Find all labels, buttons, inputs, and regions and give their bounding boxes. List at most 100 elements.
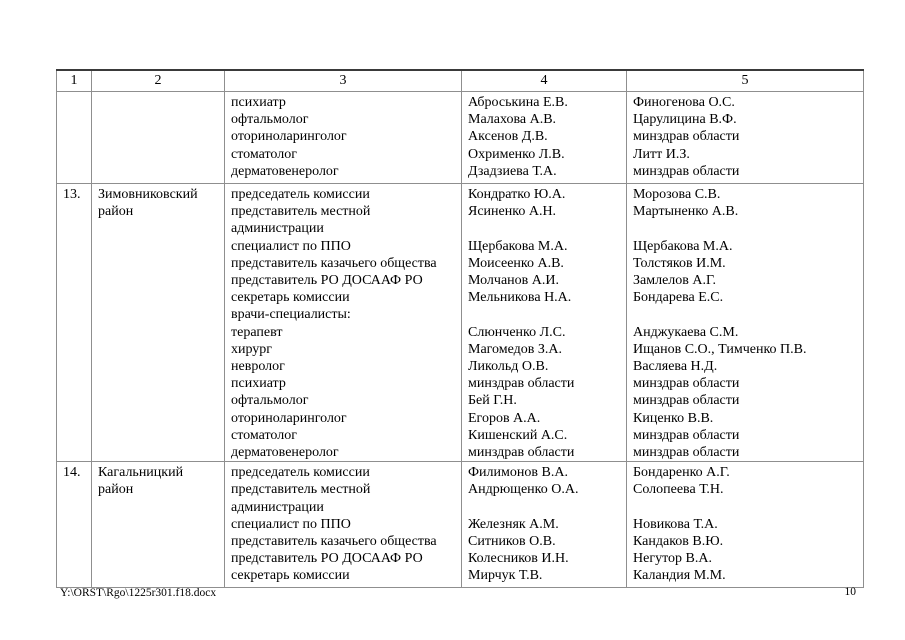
text-line: дерматовенеролог (231, 445, 339, 461)
text-line: Бондаренко А.Г. (633, 465, 730, 481)
text-line: Молчанов А.И. (468, 273, 559, 289)
column-header-2: 2 (91, 69, 225, 92)
text-line: Моисеенко А.В. (468, 255, 564, 271)
text-line (633, 220, 860, 237)
text-line: Новикова Т.А. (633, 516, 718, 532)
text-line: Анджукаева С.М. (633, 324, 739, 340)
text-line: председатель комиссии (231, 187, 370, 202)
text-line: администрации (231, 221, 324, 237)
text-line: Андрющенко О.А. (468, 482, 579, 498)
reserves-cell: Финогенова О.С. Царулицина В.Ф. минздрав о… (626, 91, 864, 184)
reserves-cell: Морозова С.В. Мартыненко А.В. Щербакова М… (626, 182, 864, 463)
text-line: Железняк А.М. (468, 516, 559, 532)
text-line: представитель казачьего общества (231, 255, 437, 271)
text-line: Литт И.З. (633, 146, 690, 162)
text-line: Толстяков И.М. (633, 255, 726, 271)
text-line: минздрав области (633, 427, 740, 443)
text-line: минздрав области (468, 445, 575, 461)
text-line (633, 306, 860, 323)
table-header-row: 1 2 3 4 5 (56, 69, 864, 92)
text-line: оториноларинголог (231, 129, 347, 145)
column-header-1: 1 (56, 69, 92, 92)
text-line: Кондратко Ю.А. (468, 187, 566, 202)
text-line: Слюнченко Л.С. (468, 324, 566, 340)
text-line: оториноларинголог (231, 410, 347, 426)
text-line: Аксенов Д.В. (468, 129, 548, 145)
text-line: Малахова А.В. (468, 112, 557, 128)
text-line: Солопеева Т.Н. (633, 482, 724, 498)
column-header-4: 4 (461, 69, 627, 92)
text-line: район (98, 482, 134, 498)
text-line: Васляева Н.Д. (633, 359, 718, 375)
text-line: Кишенский А.С. (468, 427, 568, 443)
text-line: Щербакова М.А. (468, 238, 568, 254)
text-line: секретарь комиссии (231, 290, 350, 306)
footer-file-path: Y:\ORST\Rgo\1225r301.f18.docx (60, 587, 217, 599)
text-line: Бей Г.Н. (468, 393, 517, 409)
text-line: Щербакова М.А. (633, 238, 733, 254)
text-line (468, 499, 623, 516)
text-line: специалист по ППО (231, 238, 351, 254)
members-cell: Филимонов В.А. Андрющенко О.А. Железняк А… (461, 461, 627, 589)
text-line: дерматовенеролог (231, 163, 339, 179)
text-line: стоматолог (231, 146, 297, 162)
district-cell: Кагальницкий район (91, 461, 225, 589)
text-line: минздрав области (633, 163, 740, 179)
column-header-5: 5 (626, 69, 864, 92)
text-line: Мирчук Т.В. (468, 568, 543, 584)
text-line: офтальмолог (231, 393, 309, 409)
text-line: Зимовниковский (98, 187, 198, 202)
commission-table: 1 2 3 4 5 психиатр офтальмолог оторинолари… (56, 69, 864, 589)
text-line: Царулицина В.Ф. (633, 112, 737, 128)
text-line: Ликольд О.В. (468, 359, 549, 375)
text-line: специалист по ППО (231, 516, 351, 532)
text-line: минздрав области (468, 376, 575, 392)
text-line: Магомедов З.А. (468, 341, 563, 357)
text-line: Ситников О.В. (468, 534, 556, 550)
text-line: терапевт (231, 324, 283, 340)
text-line: Ясиненко А.Н. (468, 204, 557, 220)
text-line: представитель казачьего общества (231, 534, 437, 550)
text-line: хирург (231, 341, 273, 357)
text-line: район (98, 204, 134, 220)
text-line: минздрав области (633, 376, 740, 392)
text-line: Финогенова О.С. (633, 95, 735, 110)
column-header-3: 3 (224, 69, 462, 92)
text-line: представитель РО ДОСААФ РО (231, 551, 423, 567)
text-line: минздрав области (633, 393, 740, 409)
text-line: администрации (231, 499, 324, 515)
table-row-continuation: психиатр офтальмолог оториноларинголог стом… (56, 91, 864, 184)
district-cell: Зимовниковский район (91, 182, 225, 463)
text-line: Колесников И.Н. (468, 551, 569, 567)
row-number-cell: 13. (56, 182, 92, 463)
text-line: Киценко В.В. (633, 410, 714, 426)
text-line: Бондарева Е.С. (633, 290, 724, 306)
text-line: Филимонов В.А. (468, 465, 568, 481)
text-line: психиатр (231, 95, 286, 110)
text-line: Негутор В.А. (633, 551, 712, 567)
members-cell: Аброськина Е.В. Малахова А.В. Аксенов Д.В.… (461, 91, 627, 184)
roles-cell: психиатр офтальмолог оториноларинголог стом… (224, 91, 462, 184)
text-line: Дзадзиева Т.А. (468, 163, 557, 179)
text-line: Замлелов А.Г. (633, 273, 717, 289)
text-line: представитель РО ДОСААФ РО (231, 273, 423, 289)
text-line: офтальмолог (231, 112, 309, 128)
text-line: Каландия М.М. (633, 568, 726, 584)
text-line: секретарь комиссии (231, 568, 350, 584)
text-line: Охрименко Л.В. (468, 146, 565, 162)
text-line: минздрав области (633, 445, 740, 461)
district-cell (91, 91, 225, 184)
row-number-cell: 14. (56, 461, 92, 589)
text-line: Мартыненко А.В. (633, 204, 739, 220)
table-row-13: 13. Зимовниковский район председатель ком… (56, 182, 864, 463)
text-line: минздрав области (633, 129, 740, 145)
text-line: невролог (231, 359, 285, 375)
members-cell: Кондратко Ю.А. Ясиненко А.Н. Щербакова М.… (461, 182, 627, 463)
text-line: Егоров А.А. (468, 410, 541, 426)
text-line: Аброськина Е.В. (468, 95, 568, 110)
text-line (468, 220, 623, 237)
reserves-cell: Бондаренко А.Г. Солопеева Т.Н. Новикова Т… (626, 461, 864, 589)
text-line: психиатр (231, 376, 286, 392)
text-line: представитель местной (231, 204, 371, 220)
